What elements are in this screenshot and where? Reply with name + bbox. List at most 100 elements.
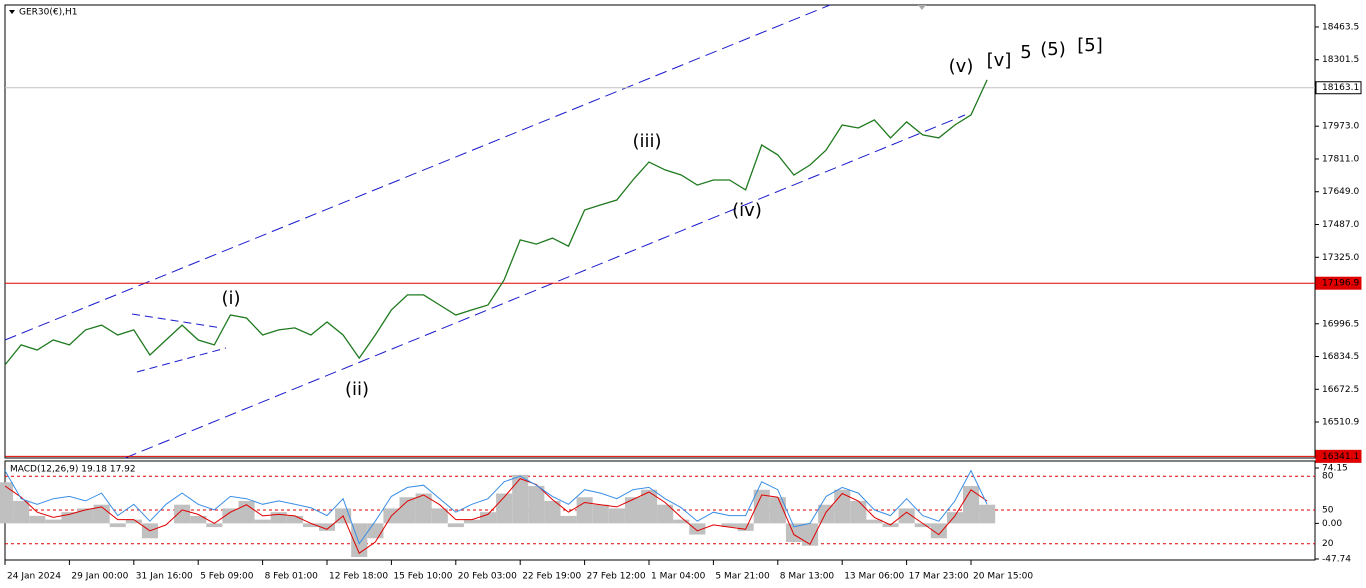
wave-label: 5 [1020,42,1031,63]
macd-bar [737,523,754,531]
x-tick-label: 5 Feb 09:00 [200,572,254,582]
price-label-box [1315,449,1362,463]
macd-bar [673,519,690,524]
x-tick-label: 29 Jan 00:00 [71,572,128,582]
macd-bar [914,523,931,528]
macd-bar [496,493,513,524]
y2-tick-label: 50 [1322,505,1334,515]
y-tick-label: 16510.9 [1322,418,1359,428]
wave-label: [5] [1077,35,1103,56]
wave-label: (v) [949,56,974,77]
macd-bar [963,486,980,524]
x-tick-label: 8 Feb 01:00 [265,572,319,582]
macd-bar [930,523,947,539]
macd-bar [399,497,416,524]
y-tick-label: 16834.5 [1322,352,1359,362]
macd-bar [657,504,674,524]
x-tick-label: 13 Mar 06:00 [844,572,904,582]
x-tick-label: 15 Feb 10:00 [393,572,452,582]
x-tick-label: 20 Feb 03:00 [458,572,517,582]
price-panel [4,4,1316,459]
macd-bar [61,512,78,524]
wave-label: (i) [221,288,240,309]
macd-bar [769,497,786,524]
y-tick-label: 0.00 [1322,519,1342,529]
wave-label: (iv) [732,200,762,221]
macd-bar [254,519,271,524]
macd-bar [802,523,819,546]
macd-bar [367,523,384,539]
channel-lower [124,114,966,459]
macd-bar [979,504,996,524]
macd-bar [447,523,464,528]
price-label: 17196.9 [1322,279,1359,289]
wave-label: [v] [987,50,1012,71]
macd-bar [206,523,223,528]
price-label: 16341.1 [1322,452,1359,462]
price-label-box [1315,81,1362,95]
macd-bar [721,523,738,528]
macd-bar [834,489,851,524]
oscillator-line [4,469,988,545]
macd-bar [641,489,658,524]
macd-bar [93,504,110,524]
macd-bar [13,500,30,524]
y-tick-label: 74.15 [1322,464,1348,474]
macd-bar [125,519,142,524]
y-tick-label: 18463.5 [1322,22,1359,32]
macd-bar [45,519,62,524]
x-tick-label: 31 Jan 16:00 [136,572,193,582]
macd-bar [109,523,126,528]
x-tick-label: 24 Jan 2024 [7,572,61,582]
y-tick-label: -47.74 [1322,555,1351,565]
macd-bar [560,515,577,524]
macd-bar [689,523,706,535]
macd-bar [270,512,287,524]
wave-label: (iii) [632,131,661,152]
macd-bar [431,508,448,524]
macd-bar [608,508,625,524]
macd-bar [544,500,561,524]
channel-upper [4,4,831,341]
menu-arrow [9,10,15,14]
triangle-upper [131,313,223,329]
macd-bar [592,504,609,524]
y-tick-label: 16672.5 [1322,385,1359,395]
x-tick-label: 20 Mar 15:00 [973,572,1033,582]
macd-bar [190,515,207,524]
x-tick-label: 1 Mar 04:00 [651,572,706,582]
macd-bar [512,474,529,524]
price-line-series [4,79,988,366]
x-tick-label: 5 Mar 21:00 [715,572,770,582]
chart-title: GER30(€),H1 [19,8,77,18]
macd-bar [0,482,14,524]
y-tick-label: 17973.0 [1322,122,1359,132]
y-tick-label: 17325.0 [1322,253,1359,263]
x-tick-label: 12 Feb 18:00 [329,572,388,582]
macd-bar [463,519,480,524]
macd-bar [850,500,867,524]
macd-bar [866,519,883,524]
macd-bar [286,515,303,524]
macd-bar [302,523,319,528]
price-label: 18163.1 [1322,83,1359,93]
y-tick-label: 18301.5 [1322,55,1359,65]
macd-bar [576,497,593,524]
macd-bar [818,504,835,524]
shift-marker [918,5,926,10]
signal-line [4,478,988,554]
macd-bar [898,508,915,524]
price-label-box [1315,276,1362,290]
macd-bar [222,508,239,524]
y2-tick-label: 80 [1322,472,1334,482]
y2-tick-label: 20 [1322,539,1334,549]
triangle-lower [136,347,227,373]
macd-title: MACD(12,26,9) 19.18 17.92 [10,465,136,475]
x-tick-label: 22 Feb 19:00 [522,572,581,582]
macd-bar [29,515,46,524]
macd-bar [480,512,497,524]
y-tick-label: 17487.0 [1322,220,1359,230]
x-tick-label: 27 Feb 12:00 [587,572,646,582]
y-tick-label: 17811.0 [1322,154,1359,164]
